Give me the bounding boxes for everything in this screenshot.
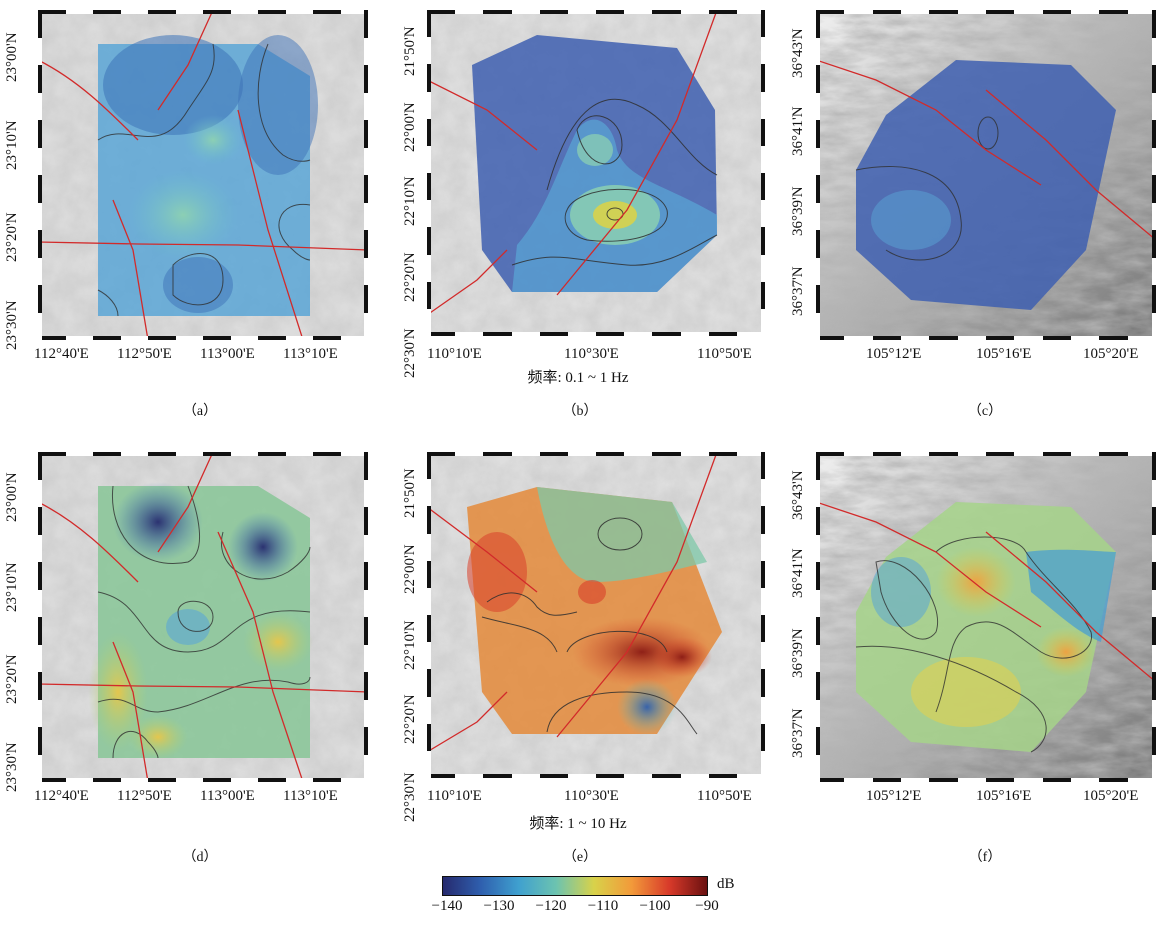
ytick-d-2: 23°20'N [4, 654, 20, 704]
xtick-c-1: 105°16'E [976, 346, 1032, 362]
caption-f: （f） [968, 850, 1002, 865]
ytick-b-0: 21°50'N [402, 26, 418, 76]
map-d [38, 452, 368, 782]
ytick-c-0: 36°43'N [790, 28, 806, 78]
ytick-a-2: 23°20'N [4, 212, 20, 262]
ytick-c-3: 36°37'N [790, 266, 806, 316]
colorbar [442, 876, 708, 896]
terrain-d [38, 452, 368, 782]
terrain-b [427, 10, 765, 336]
ytick-f-0: 36°43'N [790, 470, 806, 520]
ytick-f-3: 36°37'N [790, 708, 806, 758]
colorbar-tick-4: −100 [639, 898, 671, 914]
ytick-b-1: 22°00'N [402, 102, 418, 152]
ytick-d-1: 23°10'N [4, 562, 20, 612]
caption-b: （b） [562, 404, 598, 419]
ytick-f-1: 36°41'N [790, 548, 806, 598]
xtick-f-0: 105°12'E [866, 788, 922, 804]
xtick-a-3: 113°10'E [283, 346, 338, 362]
ytick-a-1: 23°10'N [4, 120, 20, 170]
ytick-e-1: 22°00'N [402, 544, 418, 594]
ytick-d-0: 23°00'N [4, 472, 20, 522]
xtick-d-0: 112°40'E [34, 788, 89, 804]
caption-e: （e） [562, 850, 598, 865]
xtick-c-2: 105°20'E [1083, 346, 1139, 362]
xtick-d-3: 113°10'E [283, 788, 338, 804]
colorbar-tick-2: −120 [535, 898, 567, 914]
caption-a: （a） [182, 404, 218, 419]
xtick-c-0: 105°12'E [866, 346, 922, 362]
ytick-e-4: 22°30'N [402, 772, 418, 822]
xtick-e-0: 110°10'E [427, 788, 482, 804]
xtick-b-0: 110°10'E [427, 346, 482, 362]
colorbar-ticks: −140 −130 −120 −110 −100 −90 [431, 898, 735, 918]
xtick-a-2: 113°00'E [200, 346, 255, 362]
xtick-a-0: 112°40'E [34, 346, 89, 362]
ytick-b-4: 22°30'N [402, 328, 418, 378]
xtick-b-2: 110°50'E [697, 346, 752, 362]
colorbar-tick-0: −140 [431, 898, 463, 914]
terrain-c [816, 10, 1156, 340]
ytick-d-3: 23°30'N [4, 742, 20, 792]
colorbar-tick-5: −90 [695, 898, 719, 914]
ytick-c-1: 36°41'N [790, 106, 806, 156]
caption-c: （c） [967, 404, 1003, 419]
colorbar-tick-3: −110 [587, 898, 619, 914]
ytick-e-3: 22°20'N [402, 694, 418, 744]
ytick-b-2: 22°10'N [402, 176, 418, 226]
xtick-d-2: 113°00'E [200, 788, 255, 804]
ytick-e-0: 21°50'N [402, 468, 418, 518]
xtick-e-2: 110°50'E [697, 788, 752, 804]
map-a [38, 10, 368, 340]
terrain-e [427, 452, 765, 778]
caption-d: （d） [182, 850, 218, 865]
colorbar-unit: dB [717, 876, 735, 892]
ytick-c-2: 36°39'N [790, 186, 806, 236]
terrain-a [38, 10, 368, 340]
map-c [816, 10, 1156, 340]
map-f [816, 452, 1156, 782]
freq-label-bottom: 频率: 1 ~ 10 Hz [529, 816, 627, 832]
xtick-b-1: 110°30'E [564, 346, 619, 362]
terrain-f [816, 452, 1156, 782]
colorbar-tick-1: −130 [483, 898, 515, 914]
map-e [427, 452, 765, 778]
ytick-b-3: 22°20'N [402, 252, 418, 302]
xtick-a-1: 112°50'E [117, 346, 172, 362]
xtick-d-1: 112°50'E [117, 788, 172, 804]
xtick-f-1: 105°16'E [976, 788, 1032, 804]
ytick-f-2: 36°39'N [790, 628, 806, 678]
ytick-a-3: 23°30'N [4, 300, 20, 350]
xtick-f-2: 105°20'E [1083, 788, 1139, 804]
map-b [427, 10, 765, 336]
ytick-a-0: 23°00'N [4, 32, 20, 82]
xtick-e-1: 110°30'E [564, 788, 619, 804]
freq-label-top: 频率: 0.1 ~ 1 Hz [527, 370, 629, 386]
ytick-e-2: 22°10'N [402, 620, 418, 670]
